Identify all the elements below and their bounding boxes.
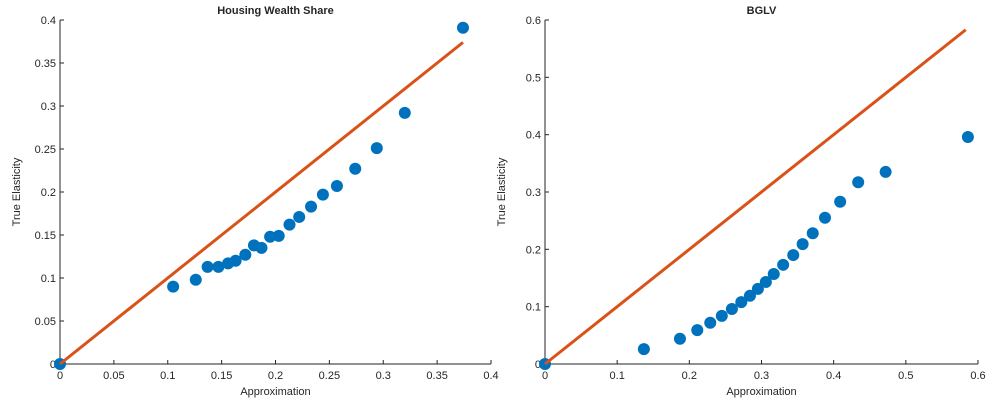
point [725,302,738,315]
point [852,176,865,189]
x-tick-label: 0.3 [754,370,769,382]
point [264,230,277,243]
y-tick-label: 0.4 [41,15,56,27]
y-axis-label: True Elasticity [11,157,23,226]
y-tick-label: 0.05 [35,316,56,328]
point [189,273,202,286]
point [704,316,717,329]
y-tick-label: 0.2 [526,244,541,256]
x-tick-label: 0 [542,370,548,382]
chart-title: Housing Wealth Share [217,5,334,17]
point [370,142,383,155]
reference-line [544,28,967,366]
point [272,229,285,242]
point [751,282,764,295]
point [819,211,832,224]
point [735,296,748,309]
y-tick-label: 0.15 [35,230,56,242]
y-tick-label: 0.2 [41,187,56,199]
x-tick-label: 0.35 [426,370,447,382]
point [834,195,847,208]
point [806,227,819,240]
point [777,258,790,271]
y-axis-label: True Elasticity [496,157,508,226]
y-tick-label: 0.1 [526,302,541,314]
point [787,249,800,262]
x-tick-label: 0.2 [268,370,283,382]
point [212,260,225,273]
y-tick-label: 0.1 [41,273,56,285]
x-tick-label: 0.5 [898,370,913,382]
point [239,248,252,261]
point [167,280,180,293]
point [255,241,268,254]
point [293,210,306,223]
point [715,309,728,322]
y-tick-label: 0.4 [526,130,541,142]
point [673,332,686,345]
point [316,188,329,201]
point [743,289,756,302]
y-tick-label: 0.3 [41,101,56,113]
point [201,260,214,273]
point [879,165,892,178]
y-tick-label: 0.5 [526,72,541,84]
x-tick-label: 0.2 [682,370,697,382]
reference-line [59,41,464,366]
y-tick-label: 0.3 [526,187,541,199]
point [330,179,343,192]
y-tick-label: 0.25 [35,144,56,156]
y-tick-label: 0.6 [526,15,541,27]
point [229,254,242,267]
x-tick-label: 0.4 [483,370,498,382]
x-tick-label: 0.15 [211,370,232,382]
point [349,162,362,175]
x-tick-label: 0.3 [376,370,391,382]
point [759,276,772,289]
point [767,267,780,280]
x-tick-label: 0.6 [970,370,985,382]
point [305,200,318,213]
y-tick-label: 0.35 [35,58,56,70]
point [691,324,704,337]
x-tick-label: 0.25 [319,370,340,382]
x-axis-label: Approximation [726,386,796,398]
chart-title: BGLV [747,5,777,17]
y-tick-label: 0 [535,359,541,371]
x-tick-label: 0.05 [103,370,124,382]
point [796,238,809,251]
point [283,218,296,231]
x-tick-label: 0 [57,370,63,382]
x-tick-label: 0.1 [610,370,625,382]
point [637,343,650,356]
x-axis-label: Approximation [240,386,310,398]
point [961,130,974,143]
x-tick-label: 0.4 [826,370,841,382]
y-tick-label: 0 [50,359,56,371]
x-tick-label: 0.1 [160,370,175,382]
point [456,21,469,34]
point [398,106,411,119]
